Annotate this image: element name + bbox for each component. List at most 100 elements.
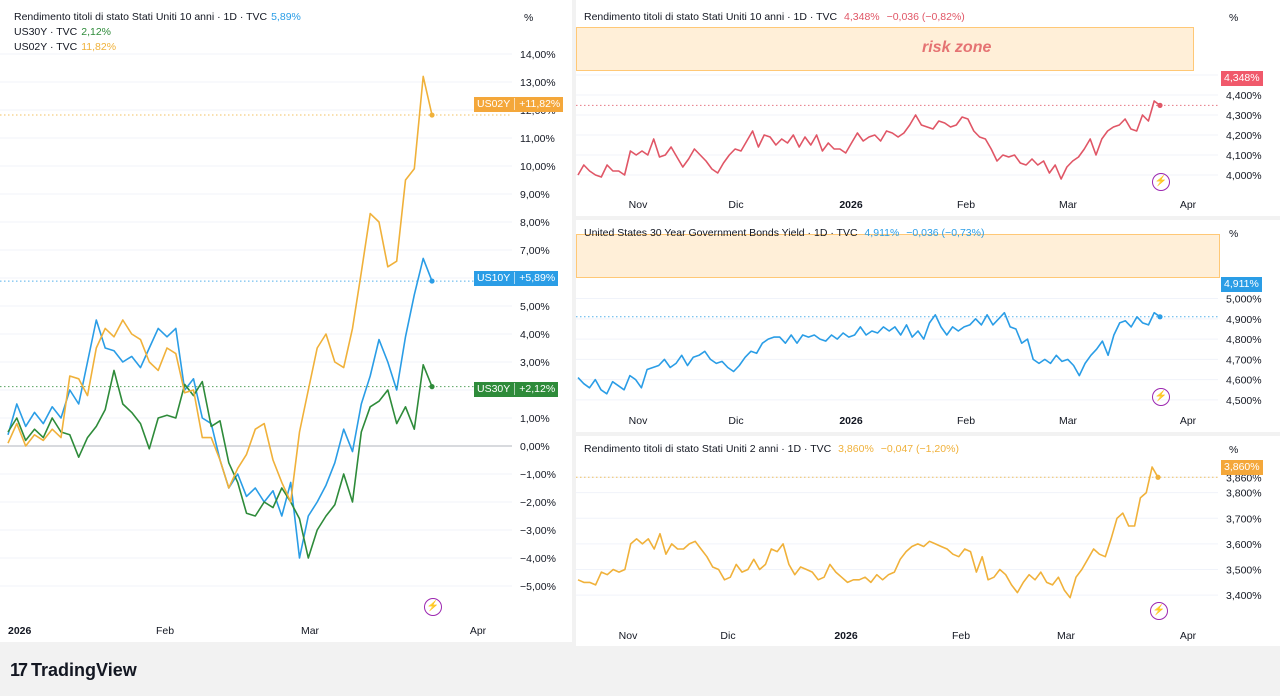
last-point-dot: [1157, 102, 1163, 108]
lightning-icon[interactable]: ⚡: [1150, 602, 1168, 620]
us02y-unit-label: %: [1229, 444, 1239, 456]
badge-value: +11,82%: [519, 98, 561, 110]
y-tick-label: −5,00%: [520, 581, 556, 593]
us02y-chart-svg[interactable]: 3,860% 3,800% 3,700% 3,600% 3,500% 3,400% Nov D…: [576, 436, 1280, 646]
y-tick-label: 4,800%: [1226, 334, 1262, 346]
us10y-unit-label: %: [1229, 12, 1239, 24]
badge-symbol: US10Y: [477, 272, 516, 284]
price-badge-us10y: US10Y +5,89%: [474, 271, 559, 286]
y-tick-label: 11,00%: [520, 133, 555, 145]
y-tick-label: 13,00%: [520, 77, 556, 89]
x-tick-label: Nov: [629, 415, 648, 427]
legend-change: −0,036 (−0,82%): [886, 11, 965, 23]
left-unit-label: %: [524, 12, 534, 24]
y-tick-label: 3,00%: [520, 357, 550, 369]
legend-label: United States 30 Year Government Bonds Y…: [584, 227, 858, 239]
x-tick-label: 2026: [8, 625, 32, 637]
x-tick-label: Apr: [1180, 630, 1197, 642]
price-badge-us02y: US02Y +11,82%: [474, 97, 564, 112]
y-tick-label: 4,700%: [1226, 354, 1262, 366]
y-tick-label: −3,00%: [520, 525, 556, 537]
left-chart-panel[interactable]: 14,00%13,00%12,00%11,00%10,00%9,00%8,00%…: [0, 0, 572, 642]
legend-value: 3,860%: [838, 443, 874, 455]
x-tick-label: Apr: [1180, 199, 1197, 211]
y-tick-label: 4,00%: [520, 329, 550, 341]
y-tick-label: −4,00%: [520, 553, 556, 565]
risk-zone-label: risk zone: [922, 39, 992, 56]
y-tick-label: −1,00%: [520, 469, 556, 481]
y-tick-label: 4,300%: [1226, 110, 1262, 122]
price-badge-us02y-right: 3,860%: [1221, 460, 1263, 475]
lightning-icon[interactable]: ⚡: [1152, 173, 1170, 191]
x-tick-label: Mar: [1059, 199, 1078, 211]
x-tick-label: Mar: [1057, 630, 1076, 642]
us10y-legend[interactable]: Rendimento titoli di stato Stati Uniti 1…: [584, 10, 965, 25]
legend-value: 4,911%: [864, 227, 900, 239]
badge-symbol: US02Y: [477, 98, 516, 110]
x-tick-label: 2026: [839, 415, 863, 427]
legend-us02y[interactable]: US02Y · TVC 11,82%: [14, 40, 301, 55]
risk-zone-box[interactable]: [576, 234, 1220, 278]
y-tick-label: 3,860%: [1226, 472, 1262, 484]
legend-label: US30Y · TVC: [14, 26, 78, 38]
left-legend: Rendimento titoli di stato Stati Uniti 1…: [14, 10, 301, 55]
series-line-series-2: [577, 311, 1161, 395]
legend-value: 5,89%: [271, 11, 301, 23]
x-tick-label: Dic: [720, 630, 735, 642]
us02y-legend[interactable]: Rendimento titoli di stato Stati Uniti 2…: [584, 442, 959, 457]
y-tick-label: 3,800%: [1226, 488, 1262, 500]
y-tick-label: 0,00%: [520, 441, 550, 453]
legend-label: Rendimento titoli di stato Stati Uniti 2…: [584, 443, 832, 455]
last-point-dot: [1155, 474, 1161, 480]
tradingview-logo-icon: 17: [10, 660, 28, 680]
us10y-chart-svg[interactable]: 4,500%4,400%4,300%4,200%4,100%4,000%NovD…: [576, 0, 1280, 216]
us30y-chart-panel[interactable]: 5,000% 4,900% 4,800% 4,700% 4,600% 4,500% Nov D…: [576, 220, 1280, 432]
legend-value: 11,82%: [81, 41, 117, 53]
y-tick-label: 3,500%: [1226, 565, 1262, 577]
x-tick-label: Feb: [952, 630, 970, 642]
x-tick-label: Mar: [1059, 415, 1078, 427]
price-badge-us30y-right: 4,911%: [1221, 277, 1262, 292]
legend-change: −0,047 (−1,20%): [880, 443, 959, 455]
us30y-unit-label: %: [1229, 228, 1239, 240]
y-tick-label: 5,00%: [520, 301, 550, 313]
legend-value: 4,348%: [844, 11, 880, 23]
y-tick-label: −2,00%: [520, 497, 556, 509]
y-tick-label: 1,00%: [520, 413, 550, 425]
y-tick-label: 4,500%: [1226, 395, 1262, 407]
y-tick-label: 4,400%: [1226, 90, 1262, 102]
legend-us10y[interactable]: Rendimento titoli di stato Stati Uniti 1…: [14, 10, 301, 25]
x-tick-label: Nov: [619, 630, 638, 642]
legend-label: Rendimento titoli di stato Stati Uniti 1…: [584, 11, 838, 23]
x-tick-label: Feb: [957, 199, 975, 211]
brand-name: TradingView: [31, 660, 137, 680]
x-tick-label: Feb: [156, 625, 174, 637]
us30y-chart-svg[interactable]: 5,000% 4,900% 4,800% 4,700% 4,600% 4,500% Nov D…: [576, 220, 1280, 432]
tradingview-logo[interactable]: 17 TradingView: [10, 660, 137, 681]
legend-value: 2,12%: [81, 26, 112, 38]
y-tick-label: 4,900%: [1226, 314, 1262, 326]
us02y-chart-panel[interactable]: 3,860% 3,800% 3,700% 3,600% 3,500% 3,400% Nov D…: [576, 436, 1280, 646]
lightning-icon[interactable]: ⚡: [1152, 388, 1170, 406]
risk-zone-box[interactable]: [576, 27, 1194, 71]
x-tick-label: Nov: [629, 199, 648, 211]
y-tick-label: 3,600%: [1226, 539, 1262, 551]
y-tick-label: 3,400%: [1226, 590, 1262, 602]
legend-label: Rendimento titoli di stato Stati Uniti 1…: [14, 11, 268, 23]
us10y-chart-panel[interactable]: 4,500%4,400%4,300%4,200%4,100%4,000%NovD…: [576, 0, 1280, 216]
y-tick-label: 7,00%: [520, 245, 550, 257]
last-point-dot: [1157, 314, 1163, 320]
badge-symbol: US30Y: [477, 383, 516, 395]
x-tick-label: Apr: [1180, 415, 1197, 427]
x-tick-label: Dic: [728, 199, 743, 211]
last-point-dot: [429, 112, 435, 118]
x-tick-label: 2026: [839, 199, 863, 211]
x-tick-label: 2026: [834, 630, 858, 642]
price-badge-us10y-right: 4,348%: [1221, 71, 1263, 86]
us30y-legend[interactable]: United States 30 Year Government Bonds Y…: [584, 226, 984, 241]
y-tick-label: 5,000%: [1226, 294, 1262, 306]
x-tick-label: Feb: [957, 415, 975, 427]
lightning-icon[interactable]: ⚡: [424, 598, 442, 616]
legend-us30y[interactable]: US30Y · TVC 2,12%: [14, 25, 301, 40]
series-line-us30y: [7, 364, 433, 559]
